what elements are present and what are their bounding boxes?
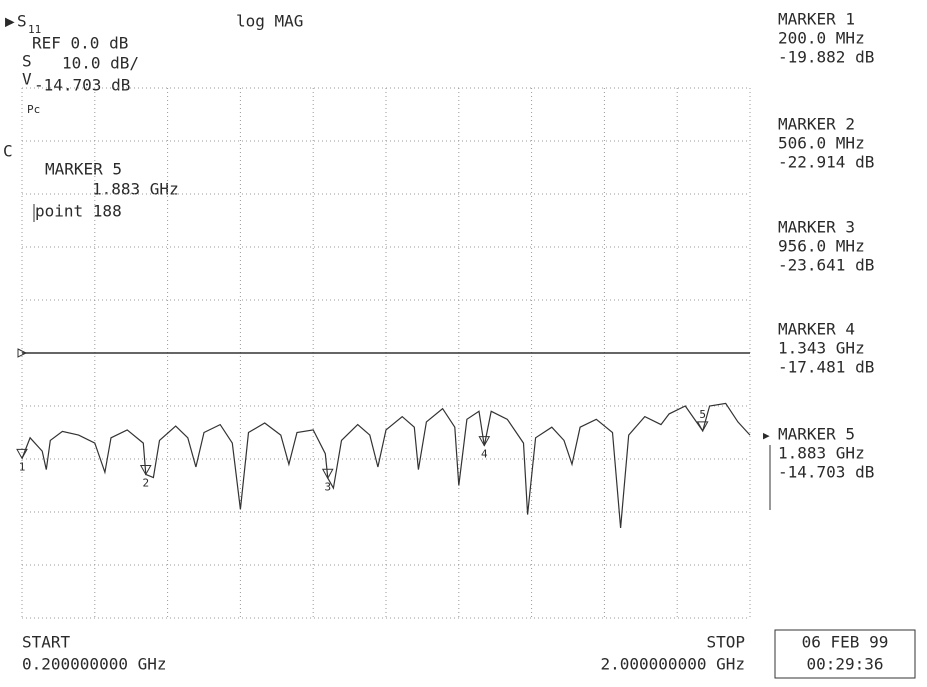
panel-text: MARKER 3 [778,218,855,237]
param-sub: 11 [28,23,41,36]
marker [478,436,491,447]
panel-text: -19.882 dB [778,48,874,67]
date: 06 FEB 99 [802,633,889,652]
start-value: 0.200000000 GHz [22,655,167,674]
active-marker-point: point 188 [35,202,122,221]
panel-text: MARKER 1 [778,10,855,29]
panel-text: MARKER 4 [778,320,855,339]
value-text: -14.703 dB [34,76,130,95]
panel-text: MARKER 2 [778,115,855,134]
date-box [774,629,916,679]
param: S [17,12,27,31]
ref-text: REF 0.0 dB [32,34,128,53]
marker-label: 5 [699,408,706,421]
scale-sym: S [22,52,32,71]
time: 00:29:36 [806,655,883,674]
value-sym: V [22,70,32,89]
marker [139,464,152,476]
marker-label: 3 [324,480,331,493]
panel-text: -22.914 dB [778,153,874,172]
active-marker-freq: 1.883 GHz [92,180,179,199]
chart-title: log MAG [236,12,303,31]
scale-text: 10.0 dB/ [62,54,139,73]
panel-text: 956.0 MHz [778,237,865,256]
marker-label: 4 [481,448,488,461]
panel-text: -14.703 dB [778,463,874,482]
ref-pointer [17,348,28,358]
panel-text: MARKER 5 [778,425,855,444]
trace [21,402,751,528]
pc-text: Pc [27,103,40,116]
channel-text: C [3,142,13,161]
stop-value: 2.000000000 GHz [601,655,746,674]
active-marker: MARKER 5 [45,160,122,179]
panel-text: 1.883 GHz [778,444,865,463]
marker-label: 2 [142,476,149,489]
panel-text: 506.0 MHz [778,134,865,153]
panel-text: -23.641 dB [778,256,874,275]
stop-label: STOP [706,633,745,652]
marker [321,468,334,480]
param-arrow: ▶ [5,12,15,31]
panel-text: -17.481 dB [778,358,874,377]
marker-label: 1 [19,460,26,473]
start-label: START [22,633,71,652]
marker [16,448,28,460]
marker [696,421,709,432]
panel-text: 200.0 MHz [778,29,865,48]
active-pointer: ▶ [763,429,770,442]
panel-text: 1.343 GHz [778,339,865,358]
